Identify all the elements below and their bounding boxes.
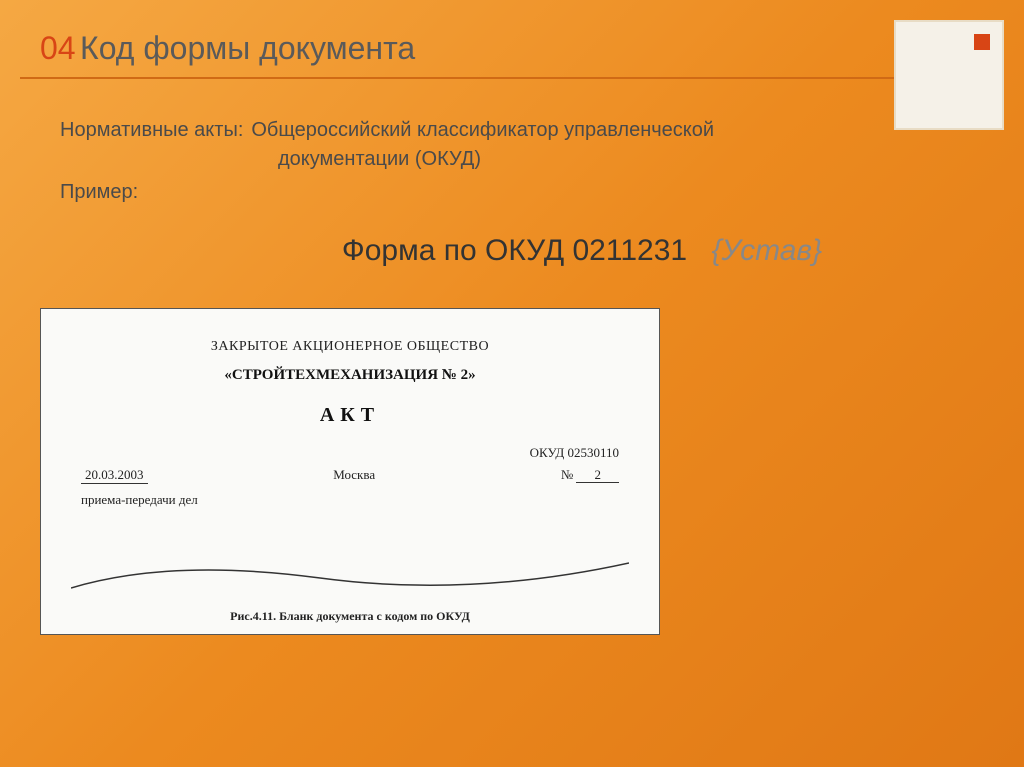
doc-org-type: ЗАКРЫТОЕ АКЦИОНЕРНОЕ ОБЩЕСТВО (71, 339, 629, 355)
doc-number: № 2 (561, 467, 619, 484)
example-label: Пример: (60, 181, 964, 204)
corner-dot (974, 34, 990, 50)
doc-number-label: № (561, 467, 573, 482)
normative-acts-value-1: Общероссийский классификатор управленчес… (251, 119, 714, 142)
doc-type: АКТ (71, 404, 629, 427)
form-okud-text: Форма по ОКУД 0211231 (342, 234, 687, 267)
doc-fields-row: 20.03.2003 Москва № 2 (71, 467, 629, 484)
doc-caption: Рис.4.11. Бланк документа с кодом по ОКУ… (71, 609, 629, 624)
normative-acts-line: Нормативные акты: Общероссийский классиф… (60, 119, 964, 142)
normative-acts-value-2: документации (ОКУД) (60, 148, 964, 171)
corner-decorative-box (894, 20, 1004, 130)
slide-content: Нормативные акты: Общероссийский классиф… (0, 79, 1024, 635)
doc-torn-edge (71, 548, 629, 598)
document-sample: ЗАКРЫТОЕ АКЦИОНЕРНОЕ ОБЩЕСТВО «СТРОЙТЕХМ… (40, 308, 660, 635)
normative-acts-label: Нормативные акты: (60, 119, 251, 142)
doc-org-name: «СТРОЙТЕХМЕХАНИЗАЦИЯ № 2» (71, 367, 629, 384)
doc-top-row: ОКУД 02530110 (71, 445, 629, 461)
doc-number-value: 2 (576, 467, 619, 483)
slide-title-number: 04 (40, 30, 76, 66)
slide-title-text: Код формы документа (80, 30, 415, 66)
slide-title-bar: 04 Код формы документа (20, 0, 1004, 79)
doc-okud-label: ОКУД 02530110 (530, 445, 619, 461)
doc-date: 20.03.2003 (81, 467, 148, 484)
doc-subject: приема-передачи дел (71, 492, 629, 508)
ustav-annotation: {Устав} (712, 234, 823, 267)
form-okud-line: Форма по ОКУД 0211231 {Устав} (60, 234, 964, 268)
doc-city: Москва (333, 467, 375, 484)
